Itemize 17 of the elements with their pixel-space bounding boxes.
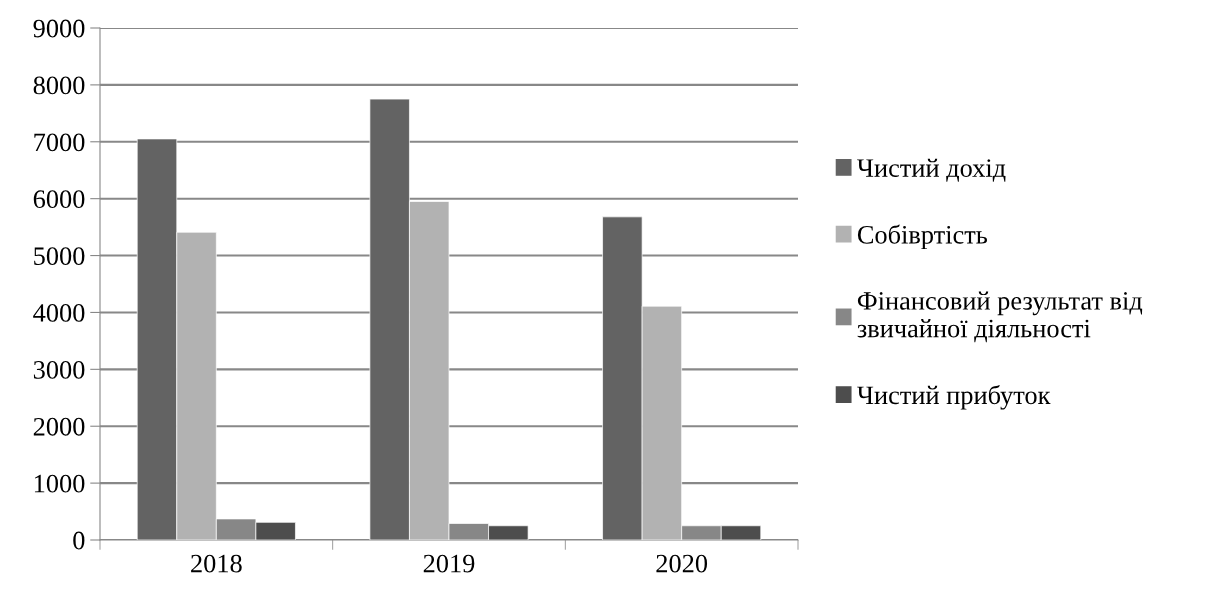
y-tick-label: 2000 (33, 417, 85, 436)
y-tick-label: 0 (73, 531, 85, 550)
x-tick-label: 2019 (423, 554, 475, 573)
y-tick-label: 9000 (33, 19, 85, 38)
x-tick-label: 2018 (191, 554, 242, 573)
y-tick-label: 7000 (34, 133, 85, 152)
y-tick-label: 3000 (33, 360, 85, 379)
y-tick-label: 5000 (34, 247, 85, 265)
y-tick-label: 6000 (33, 190, 85, 209)
legend-label: Собівртість (857, 224, 988, 250)
legend-label: Чистий дохід (857, 158, 1006, 182)
legend-label: Фінансовий результат від звичайної діяльності (857, 291, 1143, 343)
legend-label: Чистий прибуток (857, 385, 1051, 410)
x-tick-label: 2020 (656, 554, 708, 573)
y-tick-label: 1000 (34, 474, 85, 493)
y-tick-label: 8000 (33, 76, 85, 95)
y-tick-label: 4000 (33, 304, 85, 322)
